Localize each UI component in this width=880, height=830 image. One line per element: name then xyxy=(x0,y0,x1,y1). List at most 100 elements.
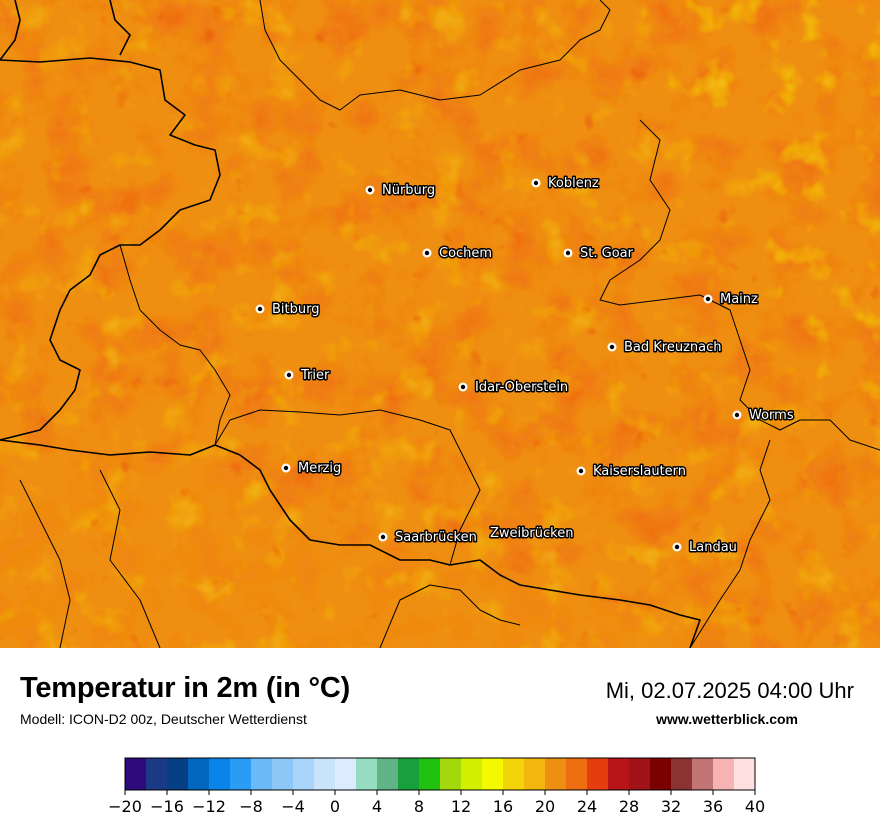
city-label: St. Goar xyxy=(580,246,634,261)
colorbar-swatch xyxy=(545,758,567,790)
border-saarland xyxy=(214,409,481,566)
city-label: Mainz xyxy=(720,292,758,307)
colorbar-tick-label: 24 xyxy=(577,797,597,816)
colorbar-tick-label: −12 xyxy=(192,797,226,816)
colorbar-swatch xyxy=(608,758,630,790)
city-label: Landau xyxy=(689,540,737,555)
city-cochem: Cochem xyxy=(422,245,494,263)
colorbar-swatch xyxy=(461,758,483,790)
colorbar-tick-label: 40 xyxy=(745,797,765,816)
border-south-inner xyxy=(19,479,71,648)
website-link: www.wetterblick.com xyxy=(656,711,798,727)
colorbar-swatch xyxy=(314,758,336,790)
colorbar-tick-label: −16 xyxy=(150,797,184,816)
city-label: Bitburg xyxy=(272,302,320,317)
colorbar-swatch xyxy=(188,758,210,790)
city-marker-center xyxy=(367,187,373,193)
colorbar-swatch xyxy=(524,758,546,790)
city-marker-center xyxy=(286,372,292,378)
border-south-inner-2 xyxy=(99,469,161,648)
colorbar-swatch xyxy=(146,758,168,790)
city-marker-center xyxy=(609,344,615,350)
temperature-map: Nürburg Koblenz Cochem St. Goar Bitburg Mainz… xyxy=(0,0,880,648)
border-luxembourg-west xyxy=(0,57,221,441)
colorbar-swatch xyxy=(629,758,651,790)
legend-panel: Temperatur in 2m (in °C) Modell: ICON-D2… xyxy=(0,648,880,830)
city-marker-center xyxy=(578,468,584,474)
city-worms: Worms xyxy=(732,407,795,425)
colorbar-tick-label: −4 xyxy=(281,797,305,816)
colorbar-tick-label: 28 xyxy=(619,797,639,816)
colorbar-swatch xyxy=(272,758,294,790)
border-hessen xyxy=(599,119,880,451)
city-zweibrücken: Zweibrücken xyxy=(489,525,575,543)
city-marker-center xyxy=(257,306,263,312)
city-marker-center xyxy=(674,544,680,550)
city-markers: Nürburg Koblenz Cochem St. Goar Bitburg Mainz… xyxy=(255,175,795,557)
model-info: Modell: ICON-D2 00z, Deutscher Wetterdie… xyxy=(20,711,307,727)
colorbar-swatch xyxy=(377,758,399,790)
border-nrw xyxy=(259,0,611,111)
colorbar-tick-label: 12 xyxy=(451,797,471,816)
colorbar-swatch xyxy=(398,758,420,790)
city-marker-center xyxy=(734,412,740,418)
colorbar-swatch xyxy=(503,758,525,790)
city-label: Trier xyxy=(300,368,330,383)
city-marker-center xyxy=(705,296,711,302)
colorbar-swatch xyxy=(251,758,273,790)
colorbar-tick-label: 20 xyxy=(535,797,555,816)
city-koblenz: Koblenz xyxy=(531,175,600,193)
city-mainz: Mainz xyxy=(703,291,760,309)
city-nürburg: Nürburg xyxy=(365,182,437,200)
border-lux-inner xyxy=(119,244,231,446)
colorbar-swatch xyxy=(713,758,735,790)
city-label: Cochem xyxy=(439,246,492,261)
city-marker-center xyxy=(565,250,571,256)
colorbar-swatch xyxy=(671,758,693,790)
colorbar-swatch xyxy=(734,758,756,790)
city-marker-center xyxy=(283,465,289,471)
city-label: Koblenz xyxy=(548,176,599,191)
city-label: Nürburg xyxy=(382,183,435,198)
city-marker-center xyxy=(424,250,430,256)
city-idar-oberstein: Idar-Oberstein xyxy=(458,379,570,397)
city-saarbrücken: Saarbrücken xyxy=(378,529,478,547)
state-borders xyxy=(19,0,880,648)
temperature-field-south xyxy=(0,450,700,648)
city-label: Worms xyxy=(749,408,794,423)
forecast-datetime: Mi, 02.07.2025 04:00 Uhr xyxy=(605,678,854,703)
colorbar-swatch xyxy=(230,758,252,790)
border-top-mid xyxy=(109,0,131,56)
colorbar-swatch xyxy=(167,758,189,790)
city-label: Kaiserslautern xyxy=(593,464,686,479)
colorbar-swatch xyxy=(356,758,378,790)
colorbar-swatch xyxy=(419,758,441,790)
country-borders xyxy=(0,0,701,648)
colorbar-tick-label: 4 xyxy=(372,797,382,816)
city-label: Zweibrücken xyxy=(490,526,573,541)
colorbar-swatch xyxy=(566,758,588,790)
city-kaiserslautern: Kaiserslautern xyxy=(576,463,688,481)
colorbar-tick-label: −8 xyxy=(239,797,263,816)
city-label: Saarbrücken xyxy=(395,530,477,545)
city-bitburg: Bitburg xyxy=(255,301,321,319)
colorbar-tick-label: 8 xyxy=(414,797,424,816)
city-landau: Landau xyxy=(672,539,738,557)
city-st-goar: St. Goar xyxy=(563,245,635,263)
colorbar-swatch xyxy=(440,758,462,790)
border-top-north xyxy=(0,0,21,61)
colorbar-swatch xyxy=(692,758,714,790)
colorbar-tick-label: 16 xyxy=(493,797,513,816)
colorbar-swatch xyxy=(650,758,672,790)
city-label: Merzig xyxy=(298,461,341,476)
colorbar-tick-label: 32 xyxy=(661,797,681,816)
city-bad-kreuznach: Bad Kreuznach xyxy=(607,339,723,357)
colorbar-frame xyxy=(124,757,756,791)
colorbar-swatch xyxy=(482,758,504,790)
city-label: Bad Kreuznach xyxy=(624,340,722,355)
border-bw xyxy=(689,439,771,648)
border-south-inner-3 xyxy=(379,584,521,648)
city-marker-center xyxy=(460,384,466,390)
city-merzig: Merzig xyxy=(281,460,343,478)
temperature-colorbar: −20 −16 −12 −8 −4 0 4 8 12 16 20 24 28 32 36 40 xyxy=(108,757,765,816)
